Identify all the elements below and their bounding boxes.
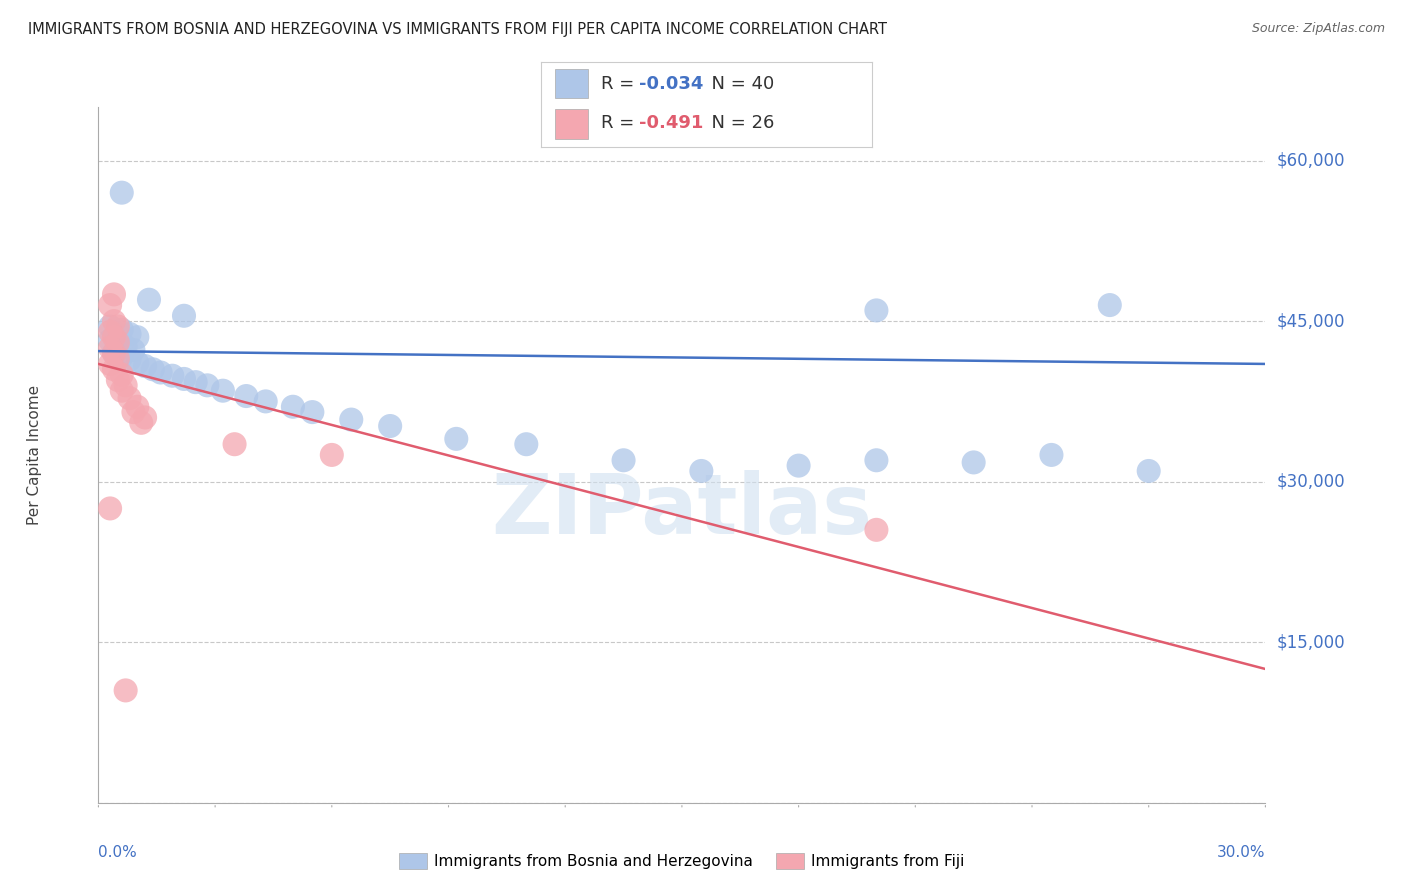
Point [129, 416, 152, 430]
Point [378, 419, 402, 434]
Point [111, 368, 134, 382]
Point [690, 464, 713, 478]
Point [103, 330, 125, 344]
Point [865, 303, 887, 318]
Text: IMMIGRANTS FROM BOSNIA AND HERZEGOVINA VS IMMIGRANTS FROM FIJI PER CAPITA INCOME: IMMIGRANTS FROM BOSNIA AND HERZEGOVINA V… [28, 22, 887, 37]
Text: $45,000: $45,000 [1277, 312, 1346, 330]
Point [138, 293, 160, 307]
Point [103, 314, 125, 328]
Point [114, 683, 136, 698]
Point [103, 362, 125, 376]
Point [103, 287, 125, 301]
Text: -0.034: -0.034 [638, 75, 703, 93]
Point [127, 400, 149, 414]
Point [98, 334, 121, 348]
Text: R =: R = [600, 75, 640, 93]
Point [865, 523, 887, 537]
Point [195, 378, 218, 392]
Point [142, 362, 165, 376]
Text: $15,000: $15,000 [1277, 633, 1346, 651]
Point [107, 351, 129, 366]
Point [321, 448, 343, 462]
Point [98, 501, 121, 516]
Text: Per Capita Income: Per Capita Income [27, 384, 42, 525]
Point [127, 330, 149, 344]
Point [111, 323, 134, 337]
Text: N = 26: N = 26 [700, 114, 775, 132]
Point [787, 458, 810, 473]
Point [98, 341, 121, 355]
Point [111, 384, 134, 398]
Point [1040, 448, 1063, 462]
Text: 30.0%: 30.0% [1218, 845, 1265, 860]
Point [184, 375, 207, 389]
Point [281, 400, 304, 414]
Text: $30,000: $30,000 [1277, 473, 1346, 491]
Point [149, 366, 172, 380]
Point [224, 437, 246, 451]
Legend: Immigrants from Bosnia and Herzegovina, Immigrants from Fiji: Immigrants from Bosnia and Herzegovina, … [394, 847, 970, 875]
Point [1098, 298, 1121, 312]
Point [612, 453, 634, 467]
Point [865, 453, 887, 467]
Point [134, 359, 156, 373]
Point [111, 186, 134, 200]
Point [515, 437, 537, 451]
Text: $60,000: $60,000 [1277, 152, 1346, 169]
Text: N = 40: N = 40 [700, 75, 775, 93]
Point [235, 389, 257, 403]
Point [254, 394, 277, 409]
Point [107, 373, 129, 387]
Point [127, 356, 149, 370]
Point [107, 336, 129, 351]
Point [122, 343, 145, 357]
Bar [554, 109, 588, 139]
Point [118, 391, 141, 405]
Point [107, 319, 129, 334]
Point [162, 368, 184, 383]
Point [114, 340, 136, 354]
Bar [554, 69, 588, 98]
Point [212, 384, 235, 398]
Point [98, 298, 121, 312]
Point [118, 352, 141, 367]
Point [1137, 464, 1160, 478]
Point [134, 410, 156, 425]
Point [122, 405, 145, 419]
Text: ZIPatlas: ZIPatlas [492, 470, 872, 551]
Point [111, 350, 134, 364]
Point [103, 346, 125, 360]
Point [98, 325, 121, 339]
Point [114, 378, 136, 392]
Point [301, 405, 323, 419]
Point [446, 432, 468, 446]
Text: 0.0%: 0.0% [98, 845, 138, 860]
Text: R =: R = [600, 114, 640, 132]
Point [103, 346, 125, 360]
Point [173, 309, 195, 323]
Point [118, 326, 141, 341]
Point [98, 319, 121, 334]
Text: Source: ZipAtlas.com: Source: ZipAtlas.com [1251, 22, 1385, 36]
Point [173, 372, 195, 386]
Text: -0.491: -0.491 [638, 114, 703, 132]
Point [962, 455, 984, 469]
Point [340, 412, 363, 426]
Point [107, 335, 129, 350]
Point [98, 357, 121, 371]
